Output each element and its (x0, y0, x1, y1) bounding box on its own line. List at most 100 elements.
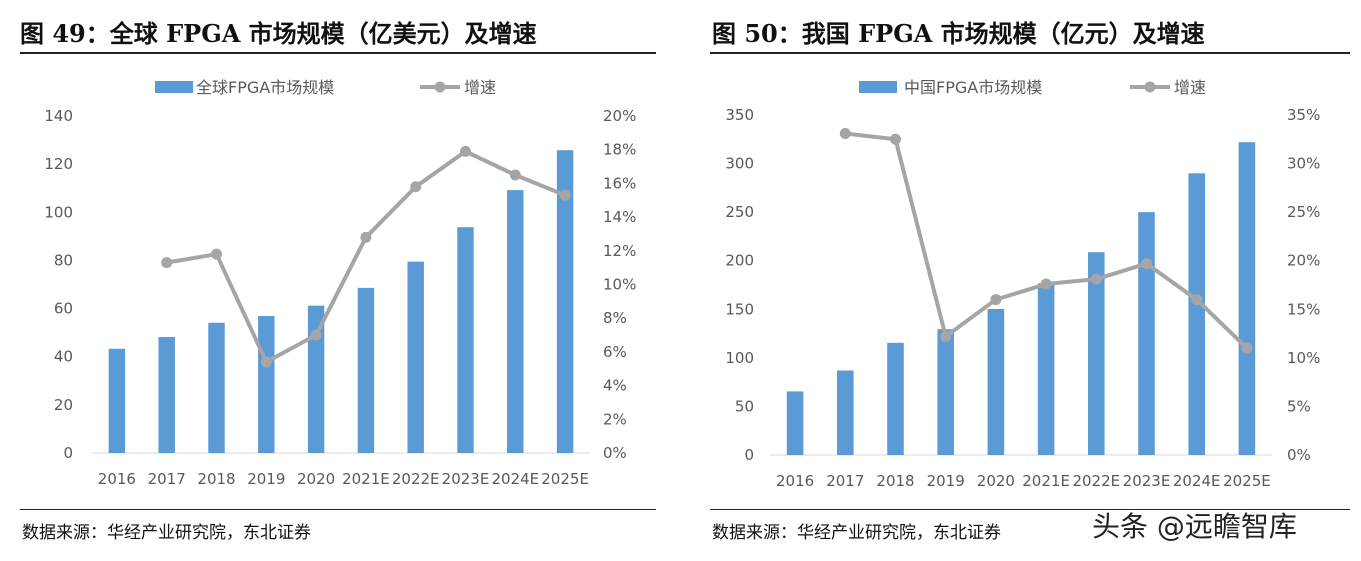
line-point (509, 169, 521, 181)
y2-tick-label: 15% (1287, 300, 1320, 318)
y2-tick-label: 10% (603, 276, 636, 294)
y-tick-label: 50 (735, 397, 754, 415)
x-tick-label: 2025E (541, 470, 589, 488)
y-tick-label: 0 (63, 444, 73, 462)
y2-tick-label: 18% (603, 141, 636, 159)
chart-china-fpga: 0 50 100 150 200 250 300 350 0% 5% 10% 15% 20% 25% 30%… (725, 78, 1320, 490)
line-point (410, 181, 422, 193)
x-tick-label: 2024E (1173, 472, 1221, 490)
y2-tick-label: 10% (1287, 349, 1320, 367)
x-tick-label: 2022E (392, 470, 440, 488)
line-point (460, 145, 471, 157)
bar (258, 316, 275, 453)
x-tick-label: 2024E (491, 470, 539, 488)
title-rule (20, 52, 656, 54)
bar (108, 348, 126, 453)
source-rule (20, 509, 656, 510)
y2-tick-label: 8% (603, 309, 627, 327)
legend-line-marker (434, 81, 446, 93)
y2-tick-label: 5% (1287, 397, 1311, 415)
y2-tick-label: 16% (603, 174, 636, 192)
line-point (940, 330, 952, 342)
bar (208, 322, 225, 453)
bar (556, 150, 574, 453)
x-tick-label: 2022E (1072, 472, 1120, 490)
y-tick-label: 100 (725, 349, 754, 367)
y-tick-label: 20 (54, 396, 73, 414)
y-tick-label: 250 (725, 203, 754, 221)
source-note: 数据来源：华经产业研究院，东北证券 (712, 523, 1001, 543)
line-point (839, 127, 851, 139)
y-tick-label: 140 (44, 107, 73, 125)
y2-tick-label: 2% (603, 410, 627, 428)
line-point (559, 189, 571, 201)
bar (457, 227, 474, 453)
y2-tick-label: 12% (603, 242, 636, 260)
line-point (211, 248, 222, 260)
bar (887, 342, 904, 455)
y-tick-label: 0 (744, 446, 754, 464)
x-tick-label: 2019 (927, 472, 965, 490)
x-tick-label: 2021E (1022, 472, 1070, 490)
bar (987, 308, 1005, 455)
x-tick-label: 2017 (148, 470, 186, 488)
legend-bar-swatch (155, 81, 193, 93)
bar (1238, 142, 1256, 455)
x-tick-label: 2016 (776, 472, 814, 490)
y-tick-label: 150 (725, 300, 754, 318)
y-tick-label: 200 (725, 252, 754, 270)
bar (1188, 173, 1205, 456)
bar (786, 391, 804, 455)
y2-tick-label: 30% (1287, 155, 1320, 173)
y2-tick-label: 14% (603, 208, 636, 226)
y-tick-label: 60 (54, 300, 73, 318)
y2-tick-label: 4% (603, 377, 627, 395)
legend-bar-swatch (859, 81, 897, 93)
y-tick-label: 40 (54, 348, 73, 366)
watermark: 头条 @远瞻智库 (1092, 510, 1297, 543)
source-note: 数据来源：华经产业研究院，东北证券 (22, 523, 311, 543)
y-tick-label: 80 (54, 251, 73, 269)
bar (937, 329, 954, 455)
y-tick-label: 350 (725, 106, 754, 124)
bar (307, 305, 325, 453)
y-tick-label: 300 (725, 155, 754, 173)
line-point (1141, 258, 1152, 270)
line-point (310, 329, 322, 341)
y2-tick-label: 20% (603, 107, 636, 125)
y2-tick-label: 35% (1287, 106, 1320, 124)
chart-title: 图 50：我国 FPGA 市场规模（亿元）及增速 (712, 19, 1205, 48)
x-tick-label: 2018 (876, 472, 914, 490)
line-point (1090, 273, 1102, 285)
x-tick-label: 2020 (977, 472, 1015, 490)
bar (507, 190, 524, 453)
x-tick-label: 2019 (247, 470, 285, 488)
bar (1088, 252, 1105, 455)
x-tick-label: 2021E (342, 470, 390, 488)
chart-global-fpga: 0 20 40 60 80 100 120 140 0% 2% 4% 6% 8% 10% 12% 14% 16%… (44, 78, 636, 488)
line-point (161, 257, 173, 269)
title-rule (710, 52, 1350, 54)
y2-tick-label: 20% (1287, 252, 1320, 270)
line-point (360, 231, 372, 243)
line-point (990, 294, 1002, 306)
chart-panel-global: 图 49：全球 FPGA 市场规模（亿美元）及增速 0 20 40 60 80 100 12… (0, 0, 680, 561)
x-tick-label: 2025E (1223, 472, 1271, 490)
y2-tick-label: 25% (1287, 203, 1320, 221)
legend-line-marker (1144, 81, 1156, 93)
x-tick-label: 2017 (826, 472, 864, 490)
x-tick-label: 2016 (98, 470, 136, 488)
legend-line-label: 增速 (464, 78, 496, 97)
y-tick-label: 100 (44, 203, 73, 221)
chart-panel-china: 图 50：我国 FPGA 市场规模（亿元）及增速 0 50 100 150 200 250… (700, 0, 1361, 561)
bar (357, 287, 375, 453)
bar (407, 261, 424, 453)
line-point (260, 356, 272, 368)
bar (1037, 283, 1055, 455)
chart-title: 图 49：全球 FPGA 市场规模（亿美元）及增速 (20, 19, 537, 48)
line-point (1241, 342, 1253, 354)
y-tick-label: 120 (44, 155, 73, 173)
y2-tick-label: 0% (1287, 446, 1311, 464)
x-tick-label: 2018 (197, 470, 235, 488)
y2-tick-label: 0% (603, 444, 627, 462)
